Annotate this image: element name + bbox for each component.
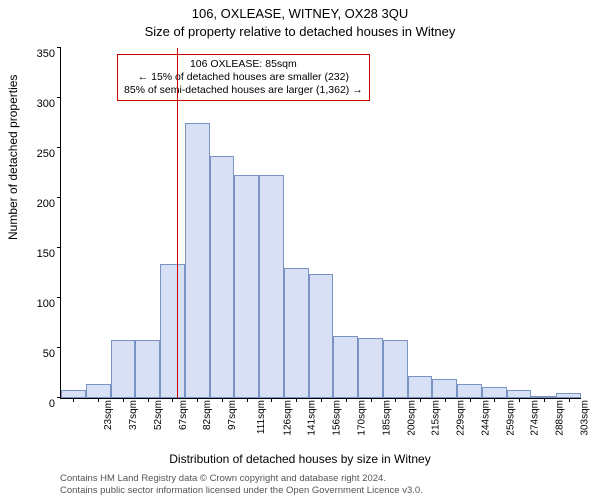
histogram-bar [185,123,210,398]
x-tick-mark [172,398,173,402]
x-tick-mark [569,398,570,402]
footer-line-2: Contains public sector information licen… [60,485,423,496]
x-tick-label: 97sqm [227,400,238,430]
x-tick-label: 288sqm [555,400,566,436]
histogram-bar [383,340,408,398]
x-tick-mark [321,398,322,402]
marker-line [177,48,178,398]
histogram-bar [507,390,532,398]
y-tick-mark [57,197,61,198]
y-tick-mark [57,97,61,98]
histogram-bar [358,338,383,398]
y-tick-label: 100 [37,298,61,310]
histogram-bar [482,387,507,398]
footer-attribution: Contains HM Land Registry data © Crown c… [60,473,423,496]
annotation-line-1: 106 OXLEASE: 85sqm [124,58,363,71]
x-tick-label: 52sqm [153,400,164,430]
x-tick-label: 37sqm [128,400,139,430]
y-tick-label: 50 [43,348,61,360]
y-tick-mark [57,347,61,348]
x-tick-mark [222,398,223,402]
x-tick-label: 185sqm [381,400,392,436]
x-tick-label: 200sqm [406,400,417,436]
x-tick-mark [271,398,272,402]
x-tick-label: 156sqm [332,400,343,436]
x-tick-mark [395,398,396,402]
x-tick-mark [148,398,149,402]
y-tick-mark [57,297,61,298]
chart-title-main: 106, OXLEASE, WITNEY, OX28 3QU [0,6,600,21]
y-tick-label: 150 [37,248,61,260]
y-tick-label: 200 [37,198,61,210]
y-tick-label: 250 [37,148,61,160]
histogram-bar [457,384,482,398]
histogram-bar [408,376,433,398]
x-tick-label: 111sqm [256,400,267,434]
annotation-line-3: 85% of semi-detached houses are larger (… [124,84,363,97]
x-tick-mark [544,398,545,402]
x-tick-mark [519,398,520,402]
histogram-bar [135,340,160,398]
x-tick-label: 215sqm [431,400,442,436]
x-tick-mark [445,398,446,402]
x-tick-mark [197,398,198,402]
chart-container: 106, OXLEASE, WITNEY, OX28 3QU Size of p… [0,0,600,500]
plot-area: 106 OXLEASE: 85sqm ← 15% of detached hou… [60,48,581,399]
y-tick-label: 0 [49,398,61,410]
histogram-bar [284,268,309,398]
annotation-line-2: ← 15% of detached houses are smaller (23… [124,71,363,84]
y-tick-mark [57,247,61,248]
x-tick-mark [371,398,372,402]
y-axis-label: Number of detached properties [6,75,20,240]
y-tick-mark [57,47,61,48]
x-tick-mark [296,398,297,402]
y-tick-label: 300 [37,98,61,110]
x-tick-mark [420,398,421,402]
x-tick-label: 82sqm [202,400,213,430]
histogram-bar [111,340,136,398]
x-tick-label: 303sqm [579,400,590,436]
y-tick-mark [57,147,61,148]
x-tick-label: 67sqm [178,400,189,430]
histogram-bar [309,274,334,398]
x-tick-mark [470,398,471,402]
x-tick-label: 141sqm [307,400,318,436]
x-tick-label: 259sqm [505,400,516,436]
footer-line-1: Contains HM Land Registry data © Crown c… [60,473,423,484]
x-tick-mark [494,398,495,402]
x-tick-label: 170sqm [357,400,368,436]
histogram-bar [160,264,185,398]
x-tick-label: 126sqm [282,400,293,436]
histogram-bar [234,175,259,398]
x-tick-label: 229sqm [456,400,467,436]
x-tick-mark [73,398,74,402]
x-axis-label: Distribution of detached houses by size … [0,452,600,466]
annotation-box: 106 OXLEASE: 85sqm ← 15% of detached hou… [117,54,370,101]
histogram-bar [86,384,111,398]
histogram-bar [210,156,235,398]
y-tick-label: 350 [37,48,61,60]
chart-title-sub: Size of property relative to detached ho… [0,24,600,39]
x-tick-mark [123,398,124,402]
x-tick-mark [98,398,99,402]
x-tick-label: 274sqm [530,400,541,436]
histogram-bar [432,379,457,398]
x-tick-mark [346,398,347,402]
x-tick-label: 244sqm [480,400,491,436]
histogram-bar [333,336,358,398]
x-tick-label: 23sqm [103,400,114,430]
histogram-bar [259,175,284,398]
x-tick-mark [247,398,248,402]
histogram-bar [61,390,86,398]
